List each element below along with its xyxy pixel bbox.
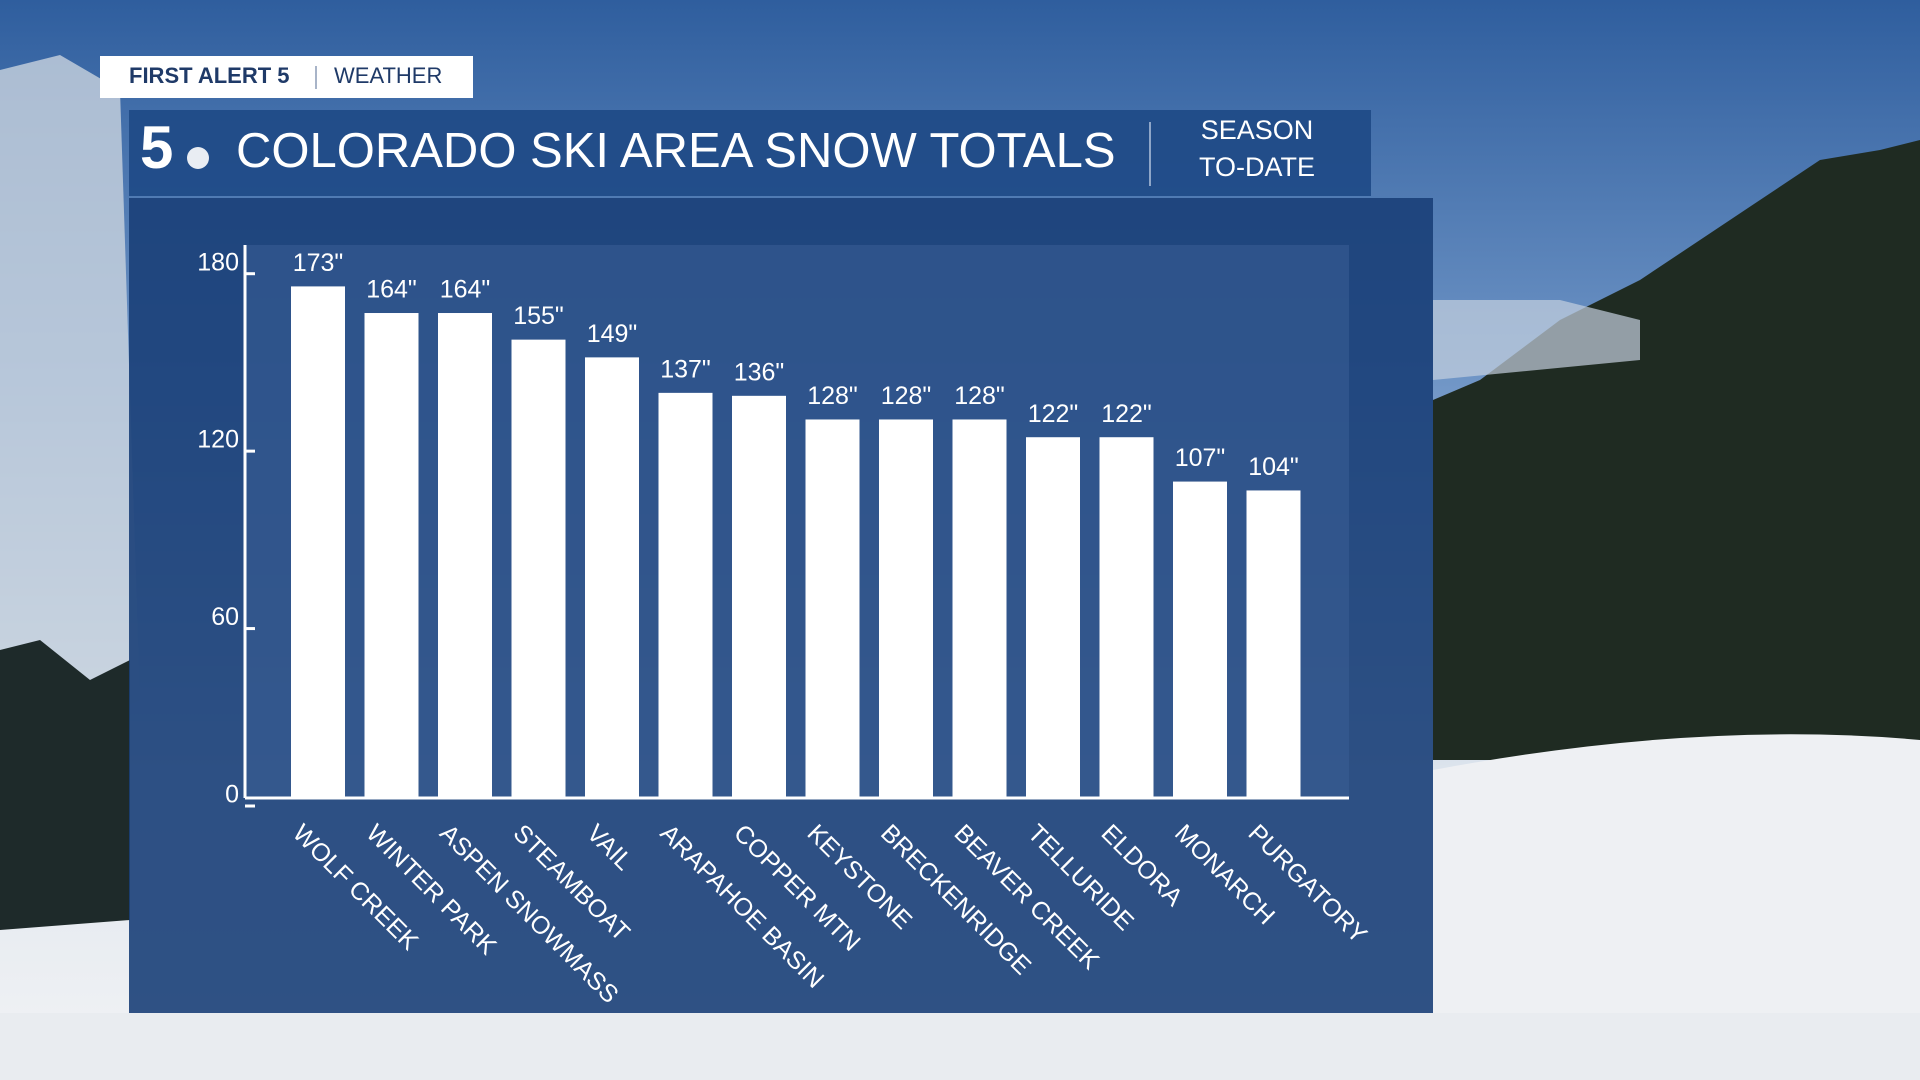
bar bbox=[952, 419, 1007, 798]
y-tick-label: 60 bbox=[211, 603, 239, 631]
bar bbox=[1173, 481, 1227, 798]
trees bbox=[1433, 140, 1920, 760]
brand-section: WEATHER bbox=[334, 63, 442, 88]
value-label: 122" bbox=[1028, 400, 1079, 428]
bar bbox=[585, 357, 639, 798]
header-bar bbox=[129, 110, 1371, 196]
y-tick-label: 120 bbox=[197, 426, 239, 454]
snow bbox=[1433, 734, 1920, 1080]
y-tick-label: 180 bbox=[197, 248, 239, 276]
value-label: 173" bbox=[293, 249, 344, 277]
value-label: 137" bbox=[660, 355, 711, 383]
subtitle: TO-DATE bbox=[1199, 152, 1315, 182]
brand-tab bbox=[100, 56, 473, 98]
logo: 5 bbox=[140, 114, 173, 181]
bar bbox=[805, 419, 860, 798]
mountain bbox=[0, 55, 140, 760]
value-label: 128" bbox=[881, 382, 932, 410]
plot-area bbox=[245, 245, 1349, 798]
trees bbox=[0, 640, 130, 930]
value-label: 164" bbox=[440, 276, 491, 304]
bar bbox=[1246, 490, 1301, 798]
bar bbox=[511, 339, 566, 798]
bar bbox=[1099, 437, 1154, 798]
value-label: 107" bbox=[1175, 444, 1226, 472]
value-label: 122" bbox=[1101, 400, 1152, 428]
value-label: 128" bbox=[807, 382, 858, 410]
value-label: 164" bbox=[366, 276, 417, 304]
chart-title: COLORADO SKI AREA SNOW TOTALS bbox=[236, 124, 1116, 178]
bar bbox=[879, 419, 933, 798]
bar bbox=[1026, 437, 1080, 798]
brand: FIRST ALERT 5 bbox=[129, 63, 290, 88]
value-label: 104" bbox=[1248, 453, 1299, 481]
y-tick-label: 0 bbox=[225, 781, 239, 809]
bar bbox=[438, 313, 492, 798]
subtitle: SEASON bbox=[1201, 115, 1314, 145]
bar bbox=[732, 395, 786, 798]
bar bbox=[291, 286, 345, 798]
bar bbox=[364, 313, 419, 798]
value-label: 155" bbox=[513, 302, 564, 330]
bar bbox=[658, 392, 713, 798]
snow bbox=[0, 1013, 1920, 1080]
mountain bbox=[1433, 300, 1640, 380]
value-label: 136" bbox=[734, 358, 785, 386]
value-label: 149" bbox=[587, 320, 638, 348]
value-label: 128" bbox=[954, 382, 1005, 410]
logo-peacock bbox=[187, 147, 209, 169]
